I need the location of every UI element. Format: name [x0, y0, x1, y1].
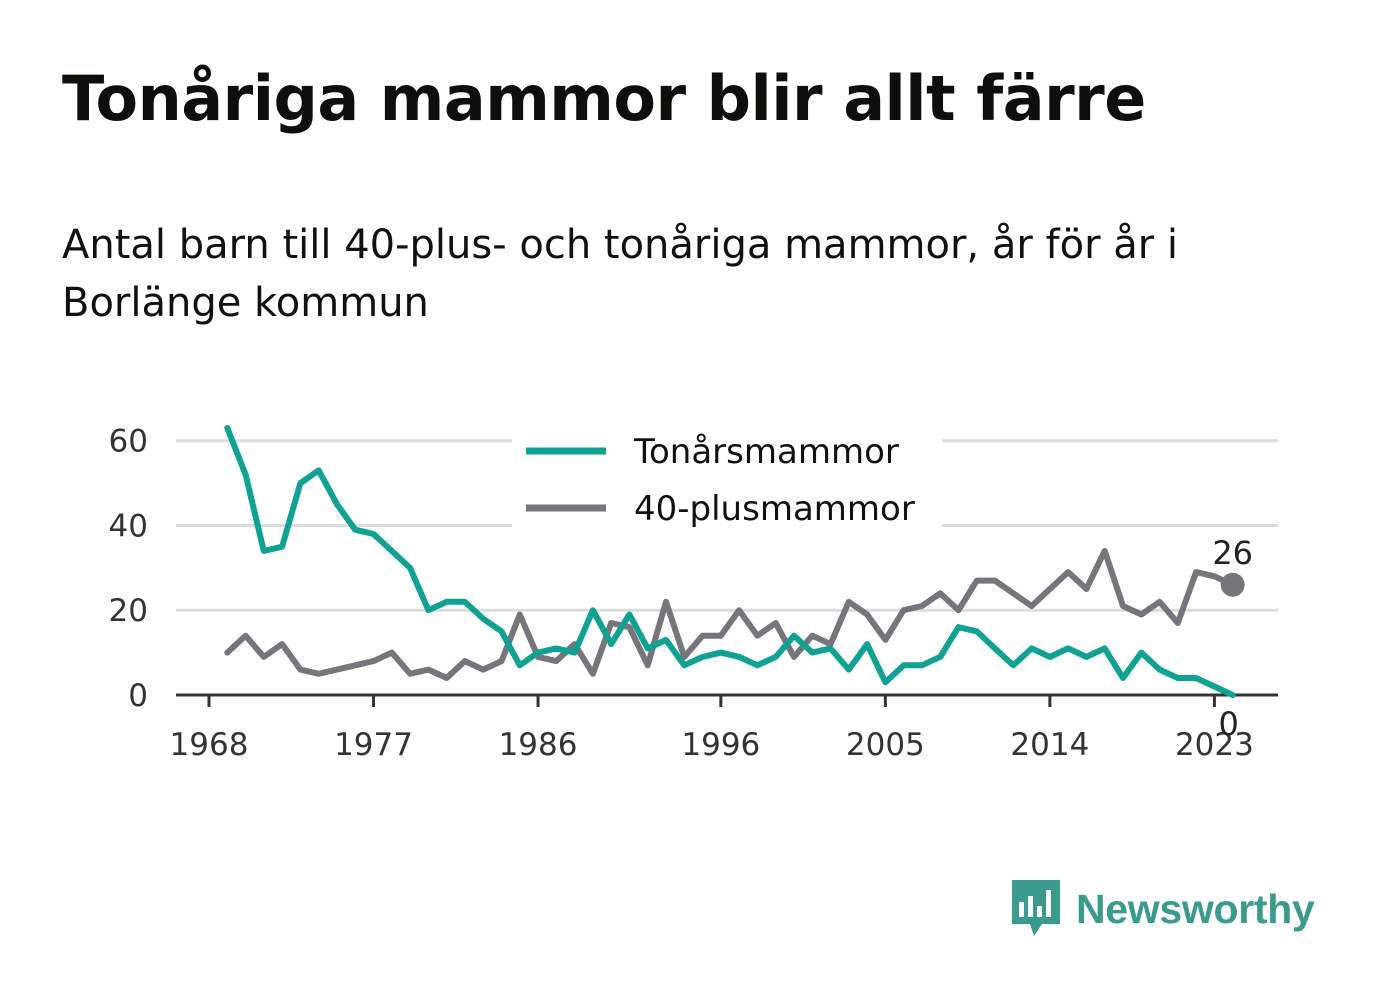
- axes: 0 20 40 60 1968 1977 1986 1996 2005 2014 2023: [109, 424, 1278, 763]
- legend-background: [512, 420, 942, 538]
- y-tick-label: 40: [109, 508, 148, 544]
- y-tick-label: 20: [109, 593, 148, 629]
- legend-label: 40-plusmammor: [634, 489, 915, 529]
- series-line-40-plusmammor: [224, 547, 1236, 681]
- end-label-tonarsmammor: 0: [1219, 705, 1239, 743]
- end-point-40-plusmammor: [1220, 572, 1245, 597]
- end-labels: 26 0: [1212, 534, 1253, 743]
- y-tick-label: 0: [128, 678, 148, 714]
- series-lines: [224, 425, 1236, 698]
- x-tick-label: 1996: [681, 727, 760, 763]
- end-label-40-plusmammor: 26: [1212, 534, 1253, 572]
- x-tick-label: 2023: [1175, 727, 1254, 763]
- newsworthy-brand: Newsworthy: [1010, 878, 1315, 940]
- legend-label: Tonårsmammor: [633, 432, 899, 472]
- x-tick-label: 2014: [1010, 727, 1089, 763]
- x-tick-label: 2005: [846, 727, 925, 763]
- y-tick-label: 60: [109, 424, 148, 460]
- x-tick-label: 1968: [170, 727, 249, 763]
- x-tick-label: 1977: [334, 727, 413, 763]
- newsworthy-logo-icon: [1012, 880, 1060, 936]
- series-line-tonarsmammor: [224, 425, 1236, 698]
- chart-title: Tonåriga mammor blir allt färre: [62, 62, 1146, 135]
- brand-name: Newsworthy: [1076, 885, 1315, 932]
- chart-subtitle: Antal barn till 40-plus- och tonåriga ma…: [62, 222, 1179, 326]
- legend: Tonårsmammor 40-plusmammor: [512, 420, 942, 538]
- x-tick-label: 1986: [499, 727, 578, 763]
